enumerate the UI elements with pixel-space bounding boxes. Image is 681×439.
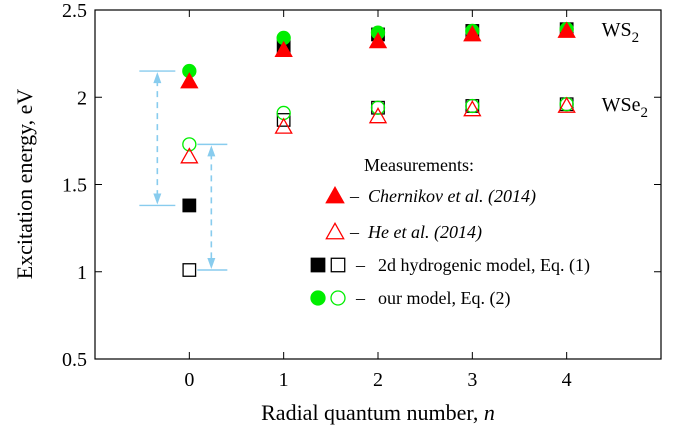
x-tick-label: 3 xyxy=(467,369,477,391)
arrow-head-up xyxy=(153,72,162,84)
legend-dash: – xyxy=(349,222,360,242)
data-point-circle-open xyxy=(182,137,197,152)
legend-dash: – xyxy=(355,255,366,275)
legend-marker-triangle-open xyxy=(325,221,345,240)
legend-label: Chernikov et al. (2014) xyxy=(368,186,536,207)
legend-marker-square-open xyxy=(330,257,346,273)
legend-dash: – xyxy=(349,186,360,206)
legend: Measurements:– Chernikov et al. (2014)– He… xyxy=(310,155,590,309)
data-point-triangle-open xyxy=(274,117,293,134)
data-point-circle-open xyxy=(370,100,386,115)
legend-label: our model, Eq. (2) xyxy=(378,288,510,309)
y-tick-label: 0.5 xyxy=(62,349,87,371)
legend-marker-circle-filled xyxy=(310,290,326,306)
arrow-head-up xyxy=(207,145,216,157)
y-tick-label: 1 xyxy=(77,262,87,284)
data-point-square-filled xyxy=(182,198,197,213)
data-point-triangle-open xyxy=(463,100,482,117)
data-point-triangle-filled xyxy=(557,21,576,38)
arrow-head-down xyxy=(207,258,216,270)
y-axis-title: Excitation energy, eV xyxy=(12,89,37,280)
legend-title: Measurements: xyxy=(364,155,474,175)
series-labels: WS2 WSe2 xyxy=(602,19,648,121)
series-label: WS2 xyxy=(602,19,640,46)
data-marks xyxy=(180,21,576,277)
legend-marker-square-filled xyxy=(310,257,326,273)
x-tick-label: 0 xyxy=(184,369,194,391)
data-point-circle-open xyxy=(276,105,291,121)
data-point-circle-open xyxy=(559,97,574,112)
arrow-head-down xyxy=(153,193,162,205)
data-point-triangle-filled xyxy=(368,32,388,49)
data-point-triangle-open xyxy=(368,107,388,124)
data-point-triangle-open xyxy=(557,96,576,113)
energy-gap-arrows xyxy=(139,70,228,271)
data-point-square-open xyxy=(182,263,197,277)
legend-label: 2d hydrogenic model, Eq. (1) xyxy=(378,255,590,276)
x-axis-title: Radial quantum number, n xyxy=(261,400,495,425)
data-point-circle-open xyxy=(465,98,480,114)
y-tick-label: 2 xyxy=(77,87,87,109)
data-point-square-open xyxy=(276,113,291,127)
x-tick-label: 2 xyxy=(373,369,383,391)
axis-ticks: 0 1 2 3 4 0.5 1 1.5 2 2.5 xyxy=(62,0,661,391)
data-point-triangle-filled xyxy=(180,72,199,89)
y-tick-label: 2.5 xyxy=(62,0,87,22)
data-point-triangle-filled xyxy=(463,25,482,42)
data-point-triangle-open xyxy=(180,147,199,164)
x-tick-label: 4 xyxy=(562,369,572,391)
legend-dash: – xyxy=(355,288,366,308)
x-tick-label: 1 xyxy=(279,369,289,391)
legend-marker-circle-open xyxy=(330,290,346,306)
data-point-triangle-filled xyxy=(274,40,293,58)
series-label: WSe2 xyxy=(602,94,648,121)
legend-marker-triangle-filled xyxy=(325,185,345,204)
legend-label: He et al. (2014) xyxy=(367,222,482,243)
y-tick-label: 1.5 xyxy=(62,175,87,197)
